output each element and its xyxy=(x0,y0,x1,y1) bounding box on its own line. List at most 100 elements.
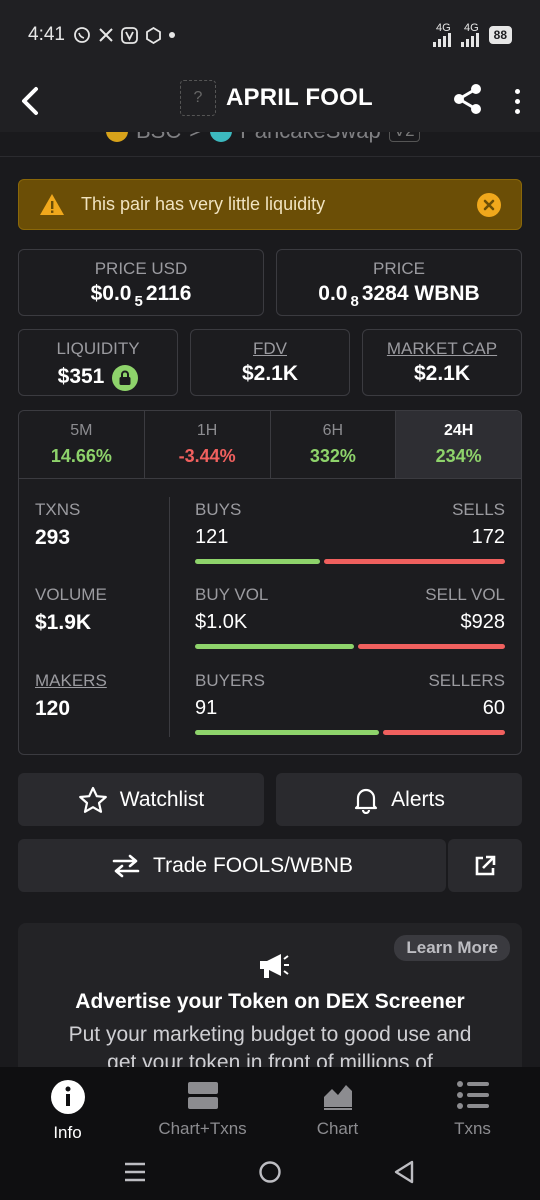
chart-txns-icon xyxy=(187,1082,218,1109)
tab-1h[interactable]: 1H -3.44% xyxy=(145,411,271,478)
back-icon[interactable] xyxy=(393,1160,415,1184)
price-native-label: PRICE xyxy=(373,259,425,278)
timeframe-tabs: 5M 14.66% 1H -3.44% 6H 332% 24H 234% xyxy=(19,411,521,479)
alerts-button[interactable]: Alerts xyxy=(276,773,522,826)
bsc-logo-icon xyxy=(106,132,128,142)
lock-icon[interactable] xyxy=(112,365,139,391)
liquidity-value-row: $351 xyxy=(19,362,177,391)
promo-title: Advertise your Token on DEX Screener xyxy=(75,990,465,1013)
trade-label: Trade FOOLS/WBNB xyxy=(153,853,353,877)
buys-value: 121 xyxy=(195,526,229,548)
tab-change: -3.44% xyxy=(178,446,236,466)
open-external-button[interactable] xyxy=(448,839,522,892)
sell-bar xyxy=(324,559,505,564)
tab-6h[interactable]: 6H 332% xyxy=(271,411,397,478)
volume-ratio-bar xyxy=(195,644,505,649)
nav-label: Info xyxy=(53,1123,82,1142)
market-cap-value: $2.1K xyxy=(413,362,471,385)
x-icon xyxy=(99,28,113,42)
price-native-value: 0.0 8 3284 WBNB xyxy=(277,282,521,310)
signal-bars-icon xyxy=(460,32,479,47)
buyers-ratio-bar xyxy=(195,730,505,735)
buy-bar xyxy=(195,644,355,649)
fdv-label[interactable]: FDV xyxy=(253,339,287,358)
home-icon[interactable] xyxy=(258,1160,282,1184)
market-cap-label[interactable]: MARKET CAP xyxy=(386,339,498,358)
app-icon xyxy=(146,26,161,44)
makers-label[interactable]: MAKERS xyxy=(35,671,107,690)
tab-24h[interactable]: 24H 234% xyxy=(396,411,521,478)
sells-label: SELLS xyxy=(452,500,505,519)
pancakeswap-logo-icon xyxy=(210,132,233,142)
stats-body: TXNS 293 VOLUME $1.9K MAKERS 120 BUYS SEL… xyxy=(19,479,521,754)
liquidity-value: $351 xyxy=(57,365,105,388)
price-usd-value: $0.0 5 2116 xyxy=(19,282,263,310)
sell-vol-value: $928 xyxy=(460,611,506,633)
volume-value: $1.9K xyxy=(35,611,92,634)
back-button[interactable] xyxy=(0,70,60,132)
warning-text: This pair has very little liquidity xyxy=(81,194,326,214)
nav-txns[interactable]: Txns xyxy=(405,1067,540,1147)
nav-info[interactable]: Info xyxy=(0,1067,135,1147)
fdv-value: $2.1K xyxy=(241,362,299,385)
bell-icon xyxy=(355,788,378,814)
tab-label: 5M xyxy=(70,422,93,439)
price-usd-label: PRICE USD xyxy=(94,259,188,278)
advertise-promo-card: Learn More Advertise your Token on DEX S… xyxy=(18,923,522,1083)
dex-name[interactable]: PancakeSwap xyxy=(240,132,381,144)
share-icon xyxy=(454,84,481,114)
nav-chart-txns[interactable]: Chart+Txns xyxy=(135,1067,270,1147)
chain-arrow: > xyxy=(189,132,202,144)
buy-vol-label: BUY VOL xyxy=(195,585,269,604)
price-native-digits: 3284 WBNB xyxy=(361,282,480,305)
buyers-label: BUYERS xyxy=(195,671,265,690)
sell-bar xyxy=(383,730,505,735)
info-icon xyxy=(50,1080,85,1114)
volume-split-stat: BUY VOL SELL VOL $1.0K $928 xyxy=(195,585,505,649)
fdv-card[interactable]: FDV $2.1K xyxy=(190,329,350,396)
status-bar: 4:41 4G 4G 88 xyxy=(0,0,540,70)
buyers-value: 91 xyxy=(195,697,218,719)
trade-button[interactable]: Trade FOOLS/WBNB xyxy=(18,839,446,892)
buy-bar xyxy=(195,559,321,564)
signal-1: 4G xyxy=(432,21,451,47)
version-badge: V2 xyxy=(388,132,420,142)
nav-label: Txns xyxy=(454,1119,491,1138)
more-notifications-dot xyxy=(168,32,175,38)
watchlist-button[interactable]: Watchlist xyxy=(18,773,264,826)
price-usd-zero-count: 5 xyxy=(134,293,143,310)
whatsapp-icon xyxy=(74,27,90,43)
nav-label: Chart+Txns xyxy=(158,1119,247,1138)
tab-change: 234% xyxy=(435,446,482,466)
dot-icon xyxy=(514,88,520,94)
chain-name: BSC xyxy=(136,132,181,144)
tab-label: 24H xyxy=(443,422,474,439)
system-navigation-bar xyxy=(0,1147,540,1200)
more-options-button[interactable] xyxy=(505,82,529,120)
price-usd-card: PRICE USD $0.0 5 2116 xyxy=(18,249,264,316)
nav-chart[interactable]: Chart xyxy=(270,1067,405,1147)
dot-icon xyxy=(514,108,520,114)
recent-apps-icon[interactable] xyxy=(124,1161,146,1183)
sell-vol-label: SELL VOL xyxy=(425,585,505,604)
buy-vol-value: $1.0K xyxy=(195,611,248,633)
sellers-label: SELLERS xyxy=(428,671,505,690)
liquidity-label: LIQUIDITY xyxy=(56,339,140,358)
price-usd-prefix: $0.0 xyxy=(90,282,132,305)
market-cap-card[interactable]: MARKET CAP $2.1K xyxy=(362,329,522,396)
signal-2: 4G xyxy=(460,22,479,47)
close-warning-button[interactable] xyxy=(477,192,501,217)
makers-stat: MAKERS 120 xyxy=(35,671,107,721)
txns-value: 293 xyxy=(35,526,71,549)
chevron-left-icon xyxy=(22,87,38,115)
txns-label: TXNS xyxy=(35,500,81,519)
swap-arrows-icon xyxy=(112,854,140,877)
tab-5m[interactable]: 5M 14.66% xyxy=(19,411,145,478)
vpn-icon xyxy=(121,26,138,44)
learn-more-button[interactable]: Learn More xyxy=(394,935,510,961)
nav-label: Chart xyxy=(316,1119,359,1138)
watchlist-label: Watchlist xyxy=(119,787,205,811)
share-button[interactable] xyxy=(452,82,488,120)
status-time: 4:41 xyxy=(28,24,65,45)
network-type-1: 4G xyxy=(435,21,451,34)
